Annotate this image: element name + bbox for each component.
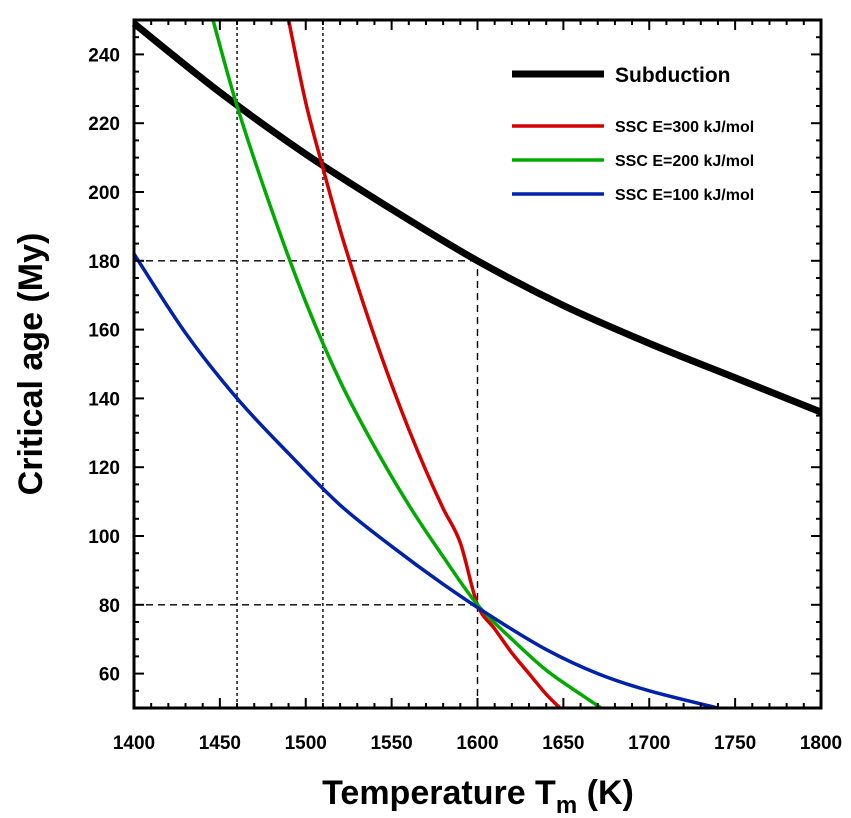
x-tick-label: 1500: [285, 733, 327, 754]
legend-label-3: SSC E=100 kJ/mol: [615, 187, 754, 204]
legend: Subduction SSC E=300 kJ/mol SSC E=200 kJ/m…: [512, 64, 754, 204]
x-tick-labels: 1400 1450 1500 1550 1600 1650 1700 1750 1800: [113, 733, 842, 754]
y-tick-label: 180: [88, 252, 120, 273]
y-tick-label: 200: [88, 183, 120, 204]
y-tick-label: 100: [88, 527, 120, 548]
series-line-3: [132, 252, 719, 710]
series-line-0: [131, 20, 823, 416]
plot-frame: [132, 18, 823, 710]
legend-label-0: Subduction: [615, 64, 730, 87]
y-tick-label: 240: [88, 45, 120, 66]
legend-label-1: SSC E=300 kJ/mol: [615, 119, 754, 136]
y-tick-labels: 60 80 100 120 140 160 180 200 220 240: [88, 45, 120, 685]
y-tick-label: 140: [88, 389, 120, 410]
x-tick-label: 1650: [542, 733, 584, 754]
x-tick-label: 1550: [370, 733, 412, 754]
legend-label-2: SSC E=200 kJ/mol: [615, 153, 754, 170]
x-axis-title: Temperature Tm (K): [322, 774, 634, 813]
reference-lines: [134, 20, 479, 708]
x-tick-label: 1600: [456, 733, 498, 754]
y-tick-label: 220: [88, 114, 120, 135]
y-tick-label: 60: [99, 665, 120, 686]
x-tick-label: 1700: [628, 733, 670, 754]
x-tick-label: 1750: [714, 733, 756, 754]
data-curves: [131, 19, 823, 710]
y-axis-title: Critical age (My): [12, 233, 50, 496]
series-line-2: [211, 19, 603, 710]
x-tick-label: 1800: [800, 733, 842, 754]
y-tick-label: 120: [88, 458, 120, 479]
x-tick-label: 1400: [113, 733, 155, 754]
x-tick-label: 1450: [199, 733, 241, 754]
series-line-1: [286, 19, 562, 710]
y-tick-label: 80: [99, 596, 120, 617]
y-tick-label: 160: [88, 321, 120, 342]
